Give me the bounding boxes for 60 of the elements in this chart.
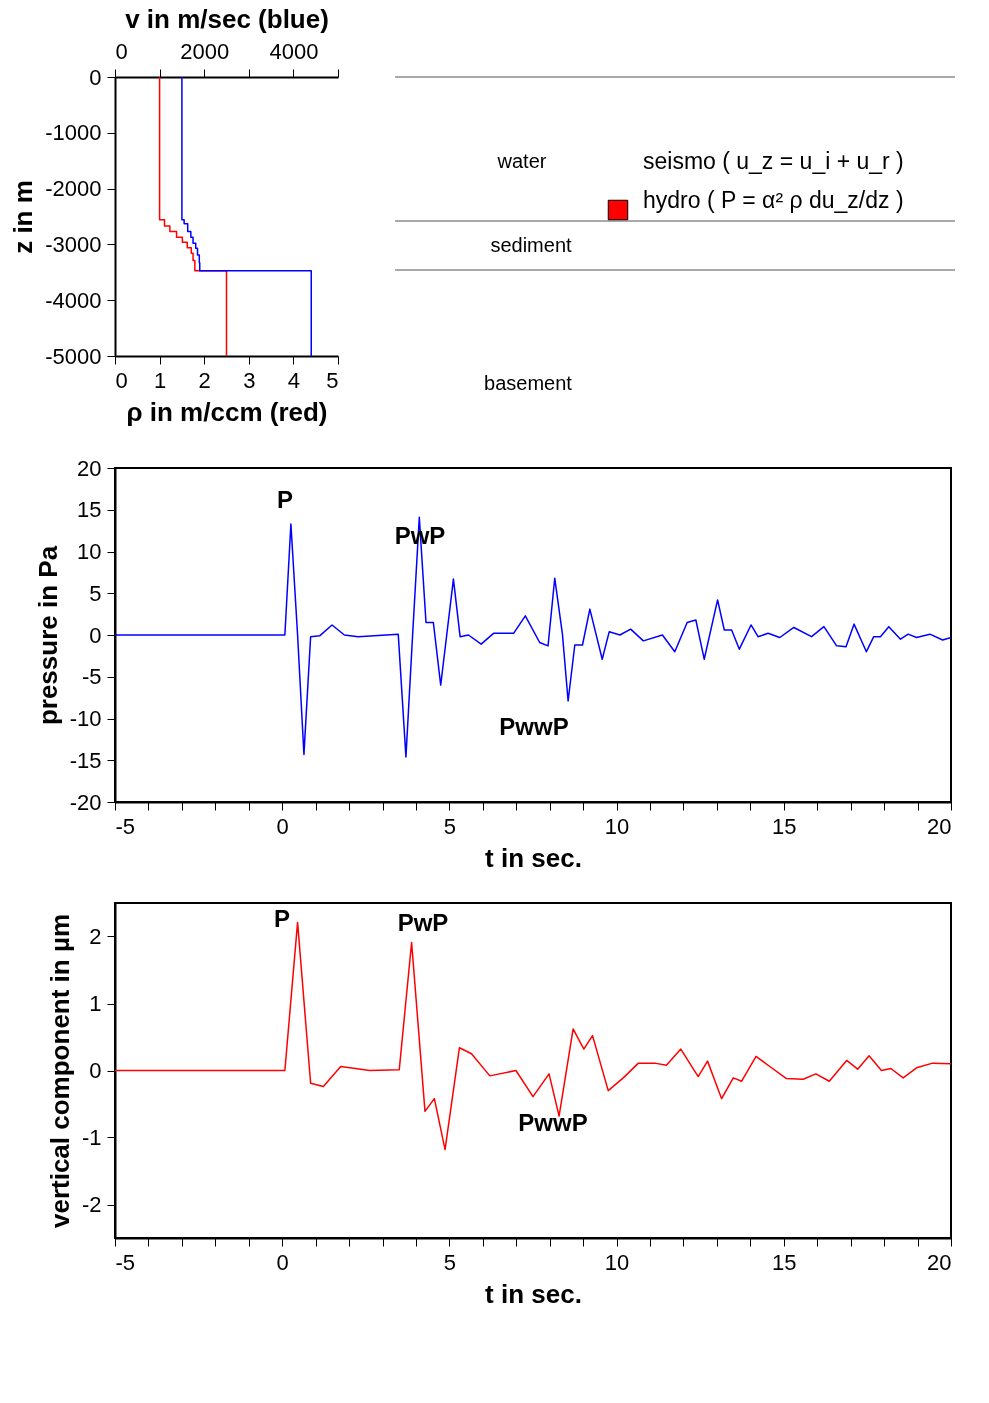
x-tick-label: 15 (772, 1249, 797, 1275)
y-axis-title: pressure in Pa (32, 545, 63, 726)
y-tick-label: 0 (89, 622, 102, 648)
x-tick-label: 10 (604, 813, 630, 839)
text: sediment (490, 234, 573, 256)
y-tick-label: -1 (81, 1125, 102, 1150)
y-axis-title: vertical component in µm (44, 913, 75, 1229)
annotation: PwwP (518, 1109, 588, 1136)
x-tick-label: 5 (326, 367, 339, 393)
y-tick-label: 0 (89, 1058, 102, 1083)
y-tick-label: -5000 (45, 343, 102, 369)
y-axis-title: z in m (8, 180, 39, 254)
y-tick-label: -2 (81, 1192, 102, 1217)
x-tick-label: 20 (927, 813, 952, 839)
x-tick-label: 20 (927, 1249, 952, 1275)
text: hydro ( P = α² ρ du_z/dz ) (643, 187, 904, 213)
text: seismo ( u_z = u_i + u_r ) (643, 148, 904, 174)
x2-axis-title: v in m/sec (blue) (125, 3, 329, 34)
x2-tick-label: 2000 (180, 38, 230, 64)
x-axis-title: t in sec. (485, 1278, 582, 1309)
y-tick-label: -2000 (45, 176, 102, 202)
x-tick-label: -5 (115, 1249, 136, 1275)
y-tick-label: 5 (89, 580, 102, 606)
annotation: PwP (397, 909, 449, 936)
line-series (114, 516, 952, 758)
y-tick-label: -10 (69, 706, 102, 731)
y-tick-label: -5 (81, 664, 102, 690)
x-tick-label: 10 (604, 1249, 630, 1275)
line-series (158, 76, 228, 357)
x-axis-title: t in sec. (485, 842, 582, 873)
y-tick-label: -1000 (45, 120, 102, 146)
y-tick-label: 15 (77, 497, 102, 523)
x-tick-label: 1 (153, 367, 167, 393)
x-tick-label: 15 (772, 813, 797, 839)
x2-tick-label: 4000 (269, 38, 319, 64)
annotation: PwwP (499, 713, 569, 740)
y-tick-label: 10 (77, 539, 102, 564)
annotation: P (276, 486, 294, 513)
y-tick-label: 0 (89, 64, 102, 90)
x2-tick-label: 0 (115, 38, 128, 64)
x-tick-label: -5 (115, 813, 136, 839)
y-tick-label: -4000 (45, 287, 102, 313)
y-tick-label: 1 (89, 991, 102, 1016)
x-tick-label: 4 (287, 367, 301, 393)
x-tick-label: 5 (443, 813, 457, 839)
y-tick-label: -15 (69, 747, 102, 773)
text: basement (484, 372, 573, 394)
y-tick-label: -20 (69, 789, 102, 815)
text: water (496, 150, 547, 172)
x-tick-label: 5 (443, 1249, 457, 1275)
x-tick-label: 0 (276, 813, 289, 839)
x-tick-label: 3 (243, 367, 256, 393)
x-tick-label: 0 (276, 1249, 289, 1275)
y-tick-label: 20 (77, 455, 102, 481)
x-tick-label: 2 (198, 367, 211, 393)
x-axis-title: ρ in m/ccm (red) (126, 396, 328, 427)
x-tick-label: 0 (115, 367, 128, 393)
y-tick-label: -3000 (45, 231, 102, 257)
y-tick-label: 2 (89, 924, 102, 949)
annotation: P (273, 905, 291, 932)
